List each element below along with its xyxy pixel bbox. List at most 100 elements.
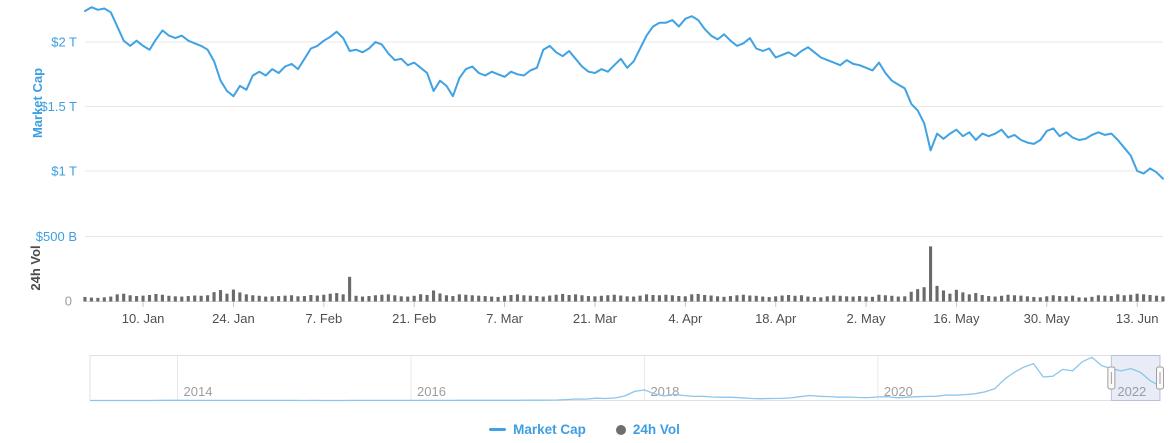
volume-bar (767, 297, 771, 302)
volume-bar (490, 296, 494, 302)
volume-bar (909, 291, 913, 302)
volume-bar (419, 294, 423, 302)
volume-bar (386, 294, 390, 302)
volume-bar (341, 294, 345, 302)
volume-bar (393, 295, 397, 302)
legend: Market Cap 24h Vol (0, 422, 1169, 437)
volume-bar (283, 295, 287, 302)
market-cap-y-tick-label: $2 T (51, 35, 77, 50)
volume-bar (180, 296, 184, 302)
volume-bar (1090, 296, 1094, 302)
volume-bar (457, 294, 461, 302)
volume-bar (1135, 293, 1139, 302)
volume-bar (89, 297, 93, 302)
legend-item-market-cap[interactable]: Market Cap (489, 422, 586, 437)
x-tick-label: 30. May (1024, 311, 1071, 326)
volume-bar (929, 246, 933, 302)
volume-bar (935, 285, 939, 302)
volume-bar (1122, 295, 1126, 302)
navigator-year-label: 2020 (884, 384, 913, 399)
volume-bar (102, 297, 106, 302)
volume-bar (877, 294, 881, 302)
volume-bar (231, 289, 235, 302)
volume-bar (109, 296, 113, 302)
volume-bar (606, 295, 610, 302)
volume-bar (444, 295, 448, 302)
volume-bar (858, 296, 862, 302)
market-cap-y-tick-label: $1.5 T (40, 99, 77, 114)
volume-bar (147, 295, 152, 302)
volume-bar (799, 295, 804, 302)
volume-axis-title: 24h Vol (28, 245, 43, 290)
volume-bar (335, 293, 339, 302)
volume-bar (1019, 295, 1023, 302)
volume-bar (302, 296, 306, 302)
volume-bar (425, 295, 429, 302)
volume-bar (277, 296, 281, 302)
volume-bar (657, 295, 662, 302)
volume-bar (173, 296, 177, 302)
volume-bar (980, 295, 984, 302)
volume-bar (289, 295, 294, 302)
x-tick-label: 21. Feb (392, 311, 436, 326)
volume-bar (586, 296, 590, 302)
volume-bar (1064, 296, 1068, 302)
legend-label-market-cap: Market Cap (513, 422, 586, 437)
volume-bar (903, 296, 907, 302)
volume-dot-icon (615, 424, 626, 435)
market-cap-y-tick-label: $1 T (51, 164, 77, 179)
volume-bar (438, 293, 442, 302)
legend-item-24h-vol[interactable]: 24h Vol (615, 422, 680, 437)
volume-bar (625, 296, 629, 302)
market-cap-line (84, 6, 1164, 180)
volume-bar (961, 292, 965, 302)
legend-label-24h-vol: 24h Vol (632, 422, 680, 437)
volume-bar (367, 296, 371, 302)
volume-bar (864, 296, 868, 302)
navigator-year-label: 2022 (1117, 384, 1146, 399)
navigator-selected-mask[interactable] (1110, 355, 1161, 401)
volume-bar (715, 296, 720, 302)
volume-bar (690, 294, 694, 302)
x-tick-label: 7. Mar (486, 311, 524, 326)
volume-bar (1109, 296, 1113, 302)
volume-bar (793, 295, 797, 302)
volume-bar (922, 287, 926, 302)
volume-bar (774, 296, 778, 302)
volume-bar (257, 295, 261, 302)
x-tick-label: 24. Jan (212, 311, 255, 326)
volume-bar (825, 296, 829, 302)
navigator-frame (89, 355, 1161, 401)
volume-bar (761, 296, 765, 302)
volume-bar (696, 293, 700, 302)
x-tick-label: 18. Apr (755, 311, 797, 326)
volume-bar (115, 294, 119, 302)
volume-bar (212, 292, 216, 302)
volume-bar (703, 295, 707, 302)
volume-bar (664, 294, 668, 302)
volume-bar (567, 295, 571, 302)
volume-bar (651, 295, 655, 302)
navigator-year-label: 2014 (184, 384, 213, 399)
x-tick-label: 10. Jan (122, 311, 165, 326)
volume-bar (974, 293, 978, 302)
volume-bar (186, 296, 190, 302)
volume-bar (870, 296, 875, 302)
volume-bar (619, 295, 623, 302)
volume-bar (1012, 295, 1017, 302)
volume-bar (916, 289, 920, 302)
volume-bar (541, 296, 545, 302)
volume-bar (160, 294, 164, 302)
volume-bar (670, 295, 674, 302)
volume-bar (1051, 295, 1055, 302)
volume-bar (141, 295, 145, 302)
volume-bar (154, 293, 158, 302)
volume-bar (128, 295, 132, 302)
volume-bar (993, 296, 997, 302)
volume-bar (322, 294, 326, 302)
volume-bar (528, 295, 532, 302)
x-tick-label: 13. Jun (1116, 311, 1159, 326)
volume-bar (709, 295, 713, 302)
volume-bar (167, 295, 171, 302)
